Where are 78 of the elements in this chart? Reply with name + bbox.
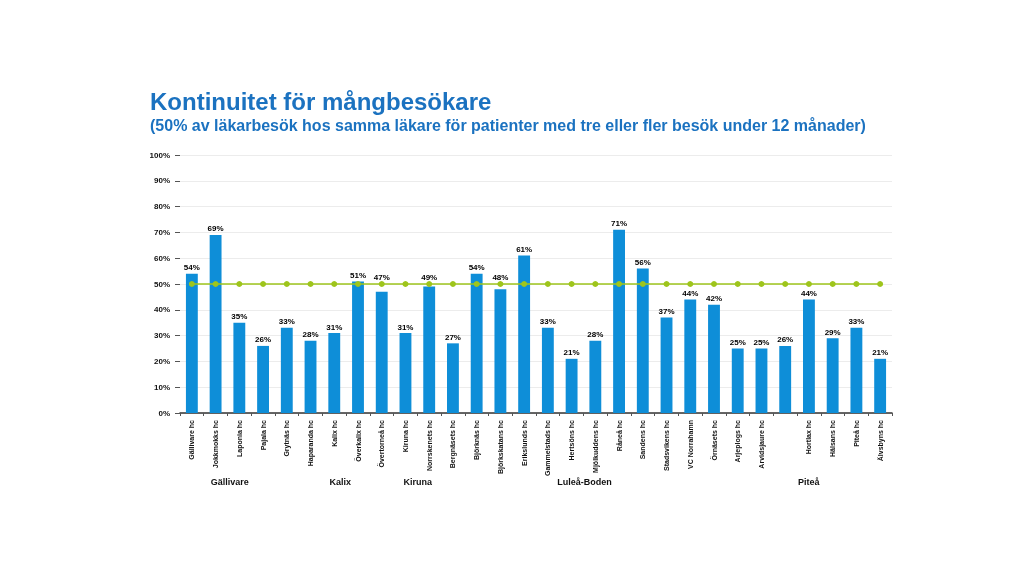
data-label: 26% [255, 335, 272, 345]
data-label: 71% [611, 219, 628, 229]
text: Piteå [797, 476, 821, 487]
data-label: 25% [729, 338, 746, 347]
data-label: 44% [682, 288, 699, 298]
data-label: 48% [492, 272, 509, 282]
text: Kiruna [403, 476, 434, 487]
data-label: 42% [705, 294, 723, 304]
data-label: 49% [421, 272, 438, 282]
bar [850, 327, 863, 413]
bar [565, 358, 578, 413]
data-label: 33% [278, 317, 295, 327]
data-label: 25% [753, 338, 770, 347]
data-label: 69% [207, 224, 224, 234]
data-label: 47% [373, 272, 390, 282]
bar [447, 343, 459, 413]
bar [803, 299, 815, 413]
bar [328, 333, 341, 413]
bar [589, 340, 602, 413]
y-tick-label: 90% [153, 176, 170, 186]
y-tick-label: 100% [149, 150, 170, 160]
bar [826, 338, 839, 413]
y-tick-label: 50% [153, 279, 170, 289]
bar [209, 234, 222, 413]
bar [280, 327, 293, 413]
data-label: 21% [872, 348, 889, 358]
text: Gällivare [210, 476, 249, 487]
bar [423, 286, 436, 413]
data-label: 37% [658, 307, 675, 317]
bar [731, 348, 744, 413]
chart-title: Kontinuitet för mångbesökare [150, 88, 493, 116]
bar [708, 304, 720, 413]
bar [636, 268, 649, 413]
bar [755, 348, 768, 413]
data-label: 27% [444, 332, 461, 342]
data-label: 26% [777, 335, 794, 345]
bar [352, 281, 364, 413]
bar [233, 322, 246, 413]
y-tick-label: 70% [153, 227, 170, 237]
bar [494, 289, 507, 413]
data-label: 54% [468, 263, 485, 273]
data-label: 28% [587, 330, 604, 340]
text: Kalix [329, 476, 351, 487]
data-label: 51% [349, 270, 367, 280]
bar [375, 291, 388, 413]
data-label: 29% [824, 327, 841, 337]
data-label: 35% [231, 312, 248, 322]
y-tick-label: 30% [153, 331, 170, 341]
bar [613, 229, 625, 413]
text: Luleå-Boden [557, 476, 612, 487]
bar [660, 317, 673, 413]
bar [541, 327, 554, 413]
bar [518, 255, 531, 413]
data-label: 28% [302, 330, 319, 340]
y-tick-label: 40% [153, 305, 170, 315]
data-label: 54% [183, 263, 200, 273]
bar [185, 273, 198, 413]
data-label: 61% [516, 245, 533, 255]
data-label: 56% [634, 258, 651, 268]
data-label: 21% [563, 348, 580, 358]
bar [399, 333, 412, 413]
y-tick-label: 60% [153, 253, 170, 263]
bar [470, 273, 483, 413]
bar [304, 340, 317, 413]
bar [684, 299, 697, 413]
data-label: 33% [848, 317, 865, 327]
y-tick-label: 20% [153, 356, 170, 366]
y-tick-label: 10% [153, 382, 170, 392]
chart-subtitle: (50% av läkarbesök hos samma läkare för patienter med tre eller fler besök under 12 månader) [150, 116, 866, 136]
data-label: 44% [800, 288, 817, 298]
bar [779, 345, 792, 413]
data-label: 31% [397, 322, 414, 332]
bar [874, 358, 887, 413]
data-label: 33% [539, 317, 556, 327]
bar [257, 345, 269, 413]
y-tick-label: 80% [153, 202, 170, 212]
data-label: 31% [326, 322, 343, 332]
y-tick-label: 0% [158, 408, 170, 418]
